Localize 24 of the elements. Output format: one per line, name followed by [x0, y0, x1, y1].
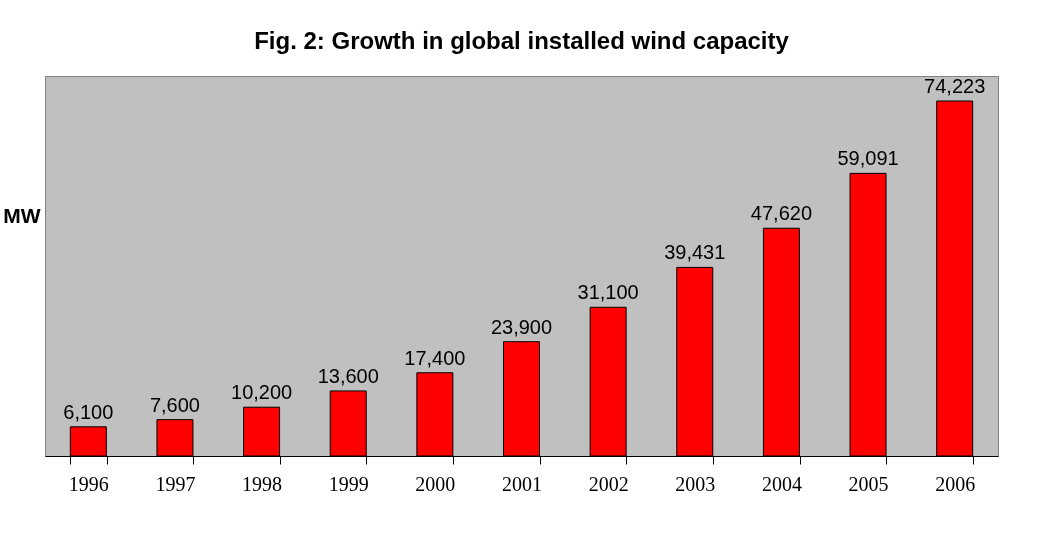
data-label: 47,620 [750, 202, 812, 225]
x-tick-label: 2006 [935, 472, 976, 495]
data-label: 31,100 [577, 281, 639, 304]
x-tick-label: 2005 [848, 472, 889, 495]
x-tick-label: 2000 [415, 472, 456, 495]
data-label: 10,200 [231, 381, 293, 404]
data-label: 39,431 [664, 241, 726, 264]
x-tick-label: 2001 [502, 472, 542, 495]
y-axis-title: MW [3, 203, 41, 227]
data-label: 17,400 [404, 346, 466, 369]
data-label: 13,600 [317, 364, 379, 387]
x-tick-label: 2003 [675, 472, 716, 495]
x-tick-label: 1998 [242, 472, 283, 495]
x-tick-label: 1997 [155, 472, 196, 495]
chart-title: Fig. 2: Growth in global installed wind capacity [254, 27, 790, 54]
x-tick-label: 1996 [68, 472, 109, 495]
data-label: 74,223 [924, 75, 986, 97]
x-tick-label: 2002 [588, 472, 629, 495]
data-label: 59,091 [837, 147, 899, 170]
data-label: 7,600 [149, 393, 200, 416]
x-tick-label: 2004 [761, 472, 802, 495]
data-label: 6,100 [63, 400, 114, 423]
x-tick-label: 1999 [328, 472, 369, 495]
data-label: 23,900 [490, 315, 553, 338]
